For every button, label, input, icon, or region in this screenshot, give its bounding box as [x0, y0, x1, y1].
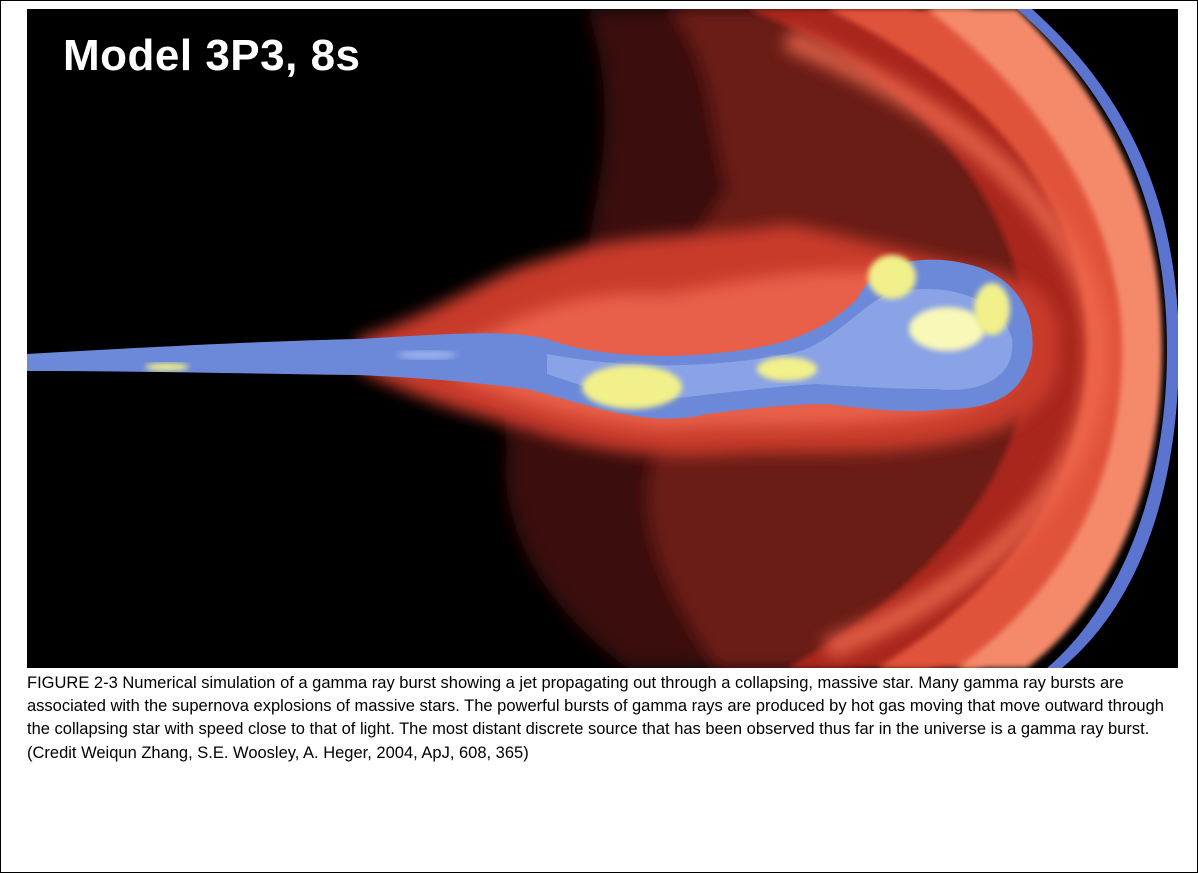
figure-caption: FIGURE 2-3 Numerical simulation of a gam… [27, 674, 1164, 762]
gamma-ray-burst-simulation-image: Model 3P3, 8s [27, 9, 1178, 668]
simulation-render [27, 9, 1178, 668]
simulation-model-label: Model 3P3, 8s [63, 31, 361, 80]
